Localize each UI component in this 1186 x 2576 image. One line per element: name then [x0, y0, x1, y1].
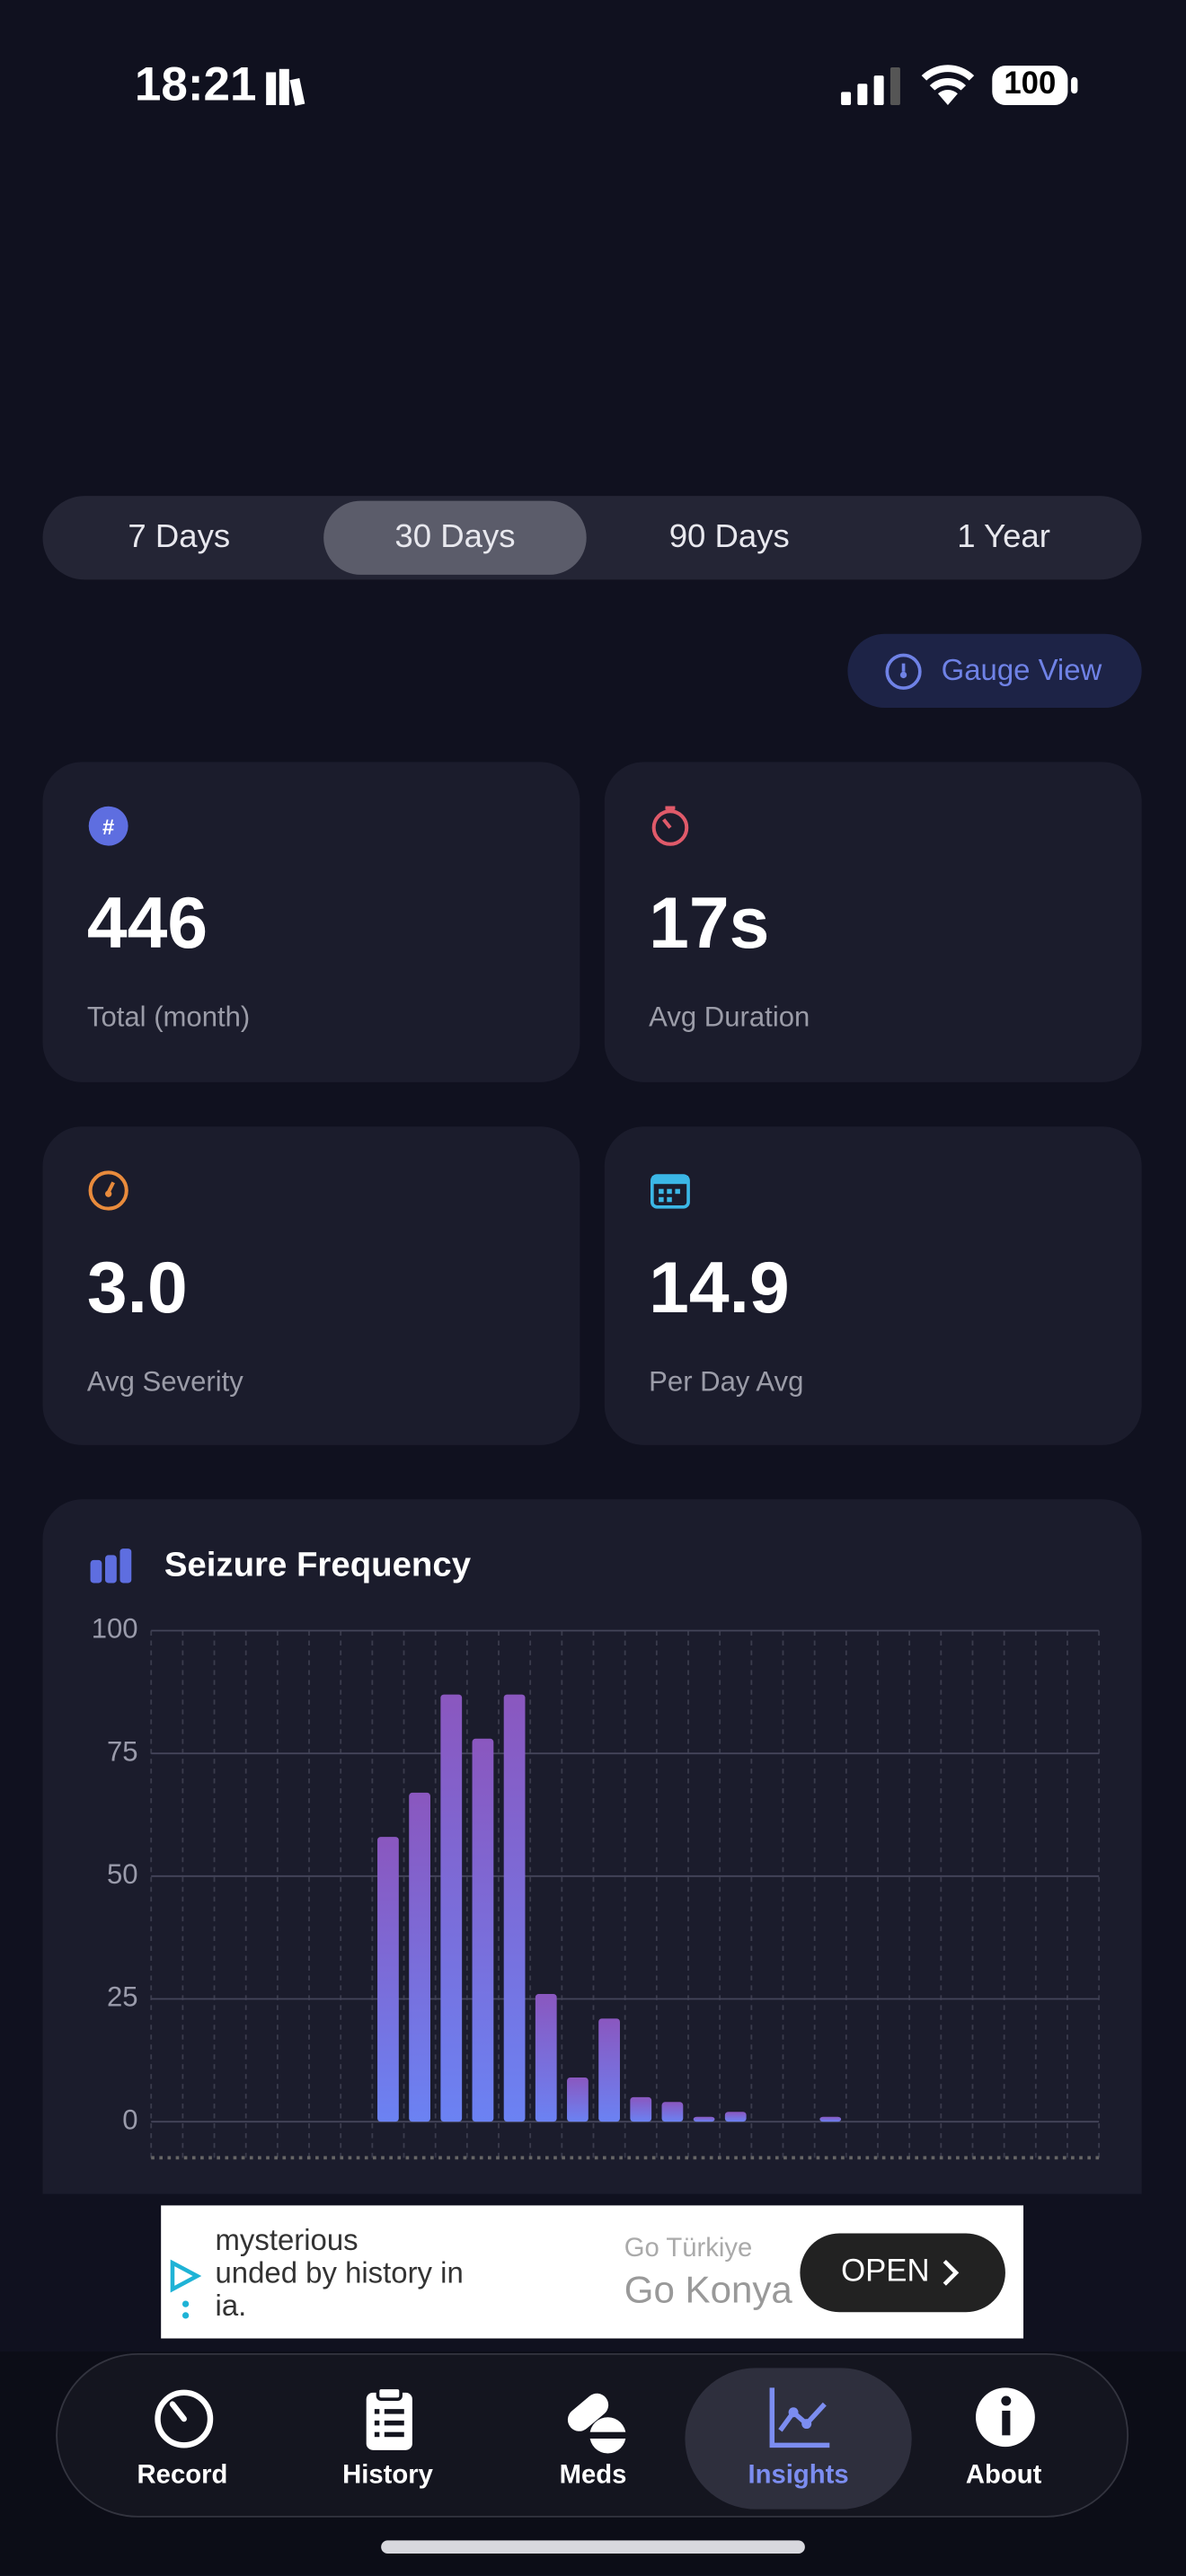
svg-text:#: # [102, 816, 114, 840]
battery-tip [1071, 76, 1078, 94]
battery: 100 [992, 66, 1068, 106]
stat-value: 14.9 [649, 1248, 790, 1329]
stat-icon: # [88, 806, 128, 846]
stat-card: 17s Avg Duration [604, 762, 1142, 1082]
signal-icon [841, 66, 900, 106]
chevron [943, 2259, 960, 2286]
ad-banner[interactable]: mysterious unded by history in ia. Go Tü… [161, 2205, 1024, 2339]
home-indicator [381, 2540, 805, 2554]
stat-label: Avg Duration [649, 1001, 810, 1034]
range-tab[interactable]: 30 Days [323, 500, 587, 575]
bar [472, 1738, 494, 2122]
stat-icon [651, 1174, 690, 1209]
range-tab[interactable]: 1 Year [957, 518, 1050, 555]
ad-open-button[interactable]: OPEN [800, 2233, 1005, 2313]
stat-icon [651, 806, 689, 846]
tab-bar-pill: Record History Meds Insights About [56, 2352, 1129, 2518]
nav-item[interactable]: Meds [480, 2368, 706, 2509]
chart-icon [90, 1548, 132, 1584]
bar [693, 2116, 715, 2122]
ad-headline: Go Konya [624, 2267, 792, 2311]
ad-text: ia. [215, 2289, 247, 2323]
stat-icon [88, 1170, 128, 1211]
gauge-view-button[interactable]: Gauge View [847, 633, 1142, 708]
nav-icon [567, 2393, 628, 2454]
range-tabs: 7 Days 30 Days 90 Days 1 Year [42, 496, 1142, 580]
stat-value: 3.0 [86, 1248, 188, 1329]
gauge-view-label: Gauge View [941, 653, 1102, 687]
nav-label: Insights [748, 2461, 849, 2490]
y-tick-label: 75 [107, 1735, 138, 1767]
y-tick-label: 50 [107, 1858, 138, 1890]
nav-label: Record [137, 2461, 228, 2490]
nav-item[interactable]: History [274, 2368, 500, 2509]
bar [630, 2096, 652, 2122]
chart: Seizure Frequency 0 25 50 75 100 [90, 1545, 1101, 2160]
nav-item[interactable]: Record [69, 2368, 296, 2509]
y-tick-label: 25 [107, 1981, 138, 2013]
nav-icon [155, 2389, 214, 2448]
bar [503, 1694, 526, 2122]
range-tab[interactable]: 7 Days [128, 518, 231, 555]
stat-card: # 446 Total (month) [42, 762, 580, 1082]
stat-label: Total (month) [86, 1001, 251, 1034]
nav-item[interactable]: About [890, 2368, 1117, 2509]
bar [535, 1994, 557, 2122]
stat-label: Per Day Avg [649, 1366, 804, 1398]
ad-open-label: OPEN [841, 2254, 930, 2289]
wifi-icon [921, 65, 975, 106]
nav-icon [769, 2387, 830, 2448]
bar [598, 2018, 620, 2122]
status-icon [266, 68, 305, 106]
stat-value: 17s [649, 883, 770, 965]
stat-card: 3.0 Avg Severity [42, 1126, 580, 1445]
range-tab[interactable]: 90 Days [668, 518, 790, 555]
chart-card: Seizure Frequency 0 25 50 75 100 [42, 1499, 1142, 2194]
nav-icon [976, 2387, 1035, 2448]
bar [819, 2116, 842, 2122]
status-time: 18:21 [134, 58, 257, 112]
stat-card: 14.9 Per Day Avg [604, 1126, 1142, 1445]
ad-brand: Go Türkiye [624, 2235, 753, 2263]
bar [377, 1837, 399, 2122]
nav-label: History [342, 2461, 433, 2490]
ad-text: unded by history in [215, 2256, 464, 2289]
y-tick-label: 100 [92, 1613, 138, 1645]
nav-icon [366, 2386, 412, 2450]
y-tick-label: 0 [122, 2104, 137, 2135]
chart-title: Seizure Frequency [164, 1545, 472, 1584]
nav-item[interactable]: Insights [685, 2368, 912, 2510]
stat-label: Avg Severity [86, 1366, 243, 1398]
nav-label: About [965, 2461, 1042, 2490]
tab-bar: Record History Meds Insights About [0, 2351, 1186, 2575]
bar [440, 1694, 463, 2122]
stat-value: 446 [86, 883, 208, 965]
bar [409, 1792, 430, 2122]
bar [661, 2102, 684, 2122]
ad-icon [170, 2259, 202, 2319]
bar [724, 2112, 747, 2122]
bar [567, 2077, 589, 2122]
ad-text: mysterious [215, 2223, 358, 2257]
gauge-icon [885, 653, 922, 690]
nav-label: Meds [559, 2461, 627, 2490]
